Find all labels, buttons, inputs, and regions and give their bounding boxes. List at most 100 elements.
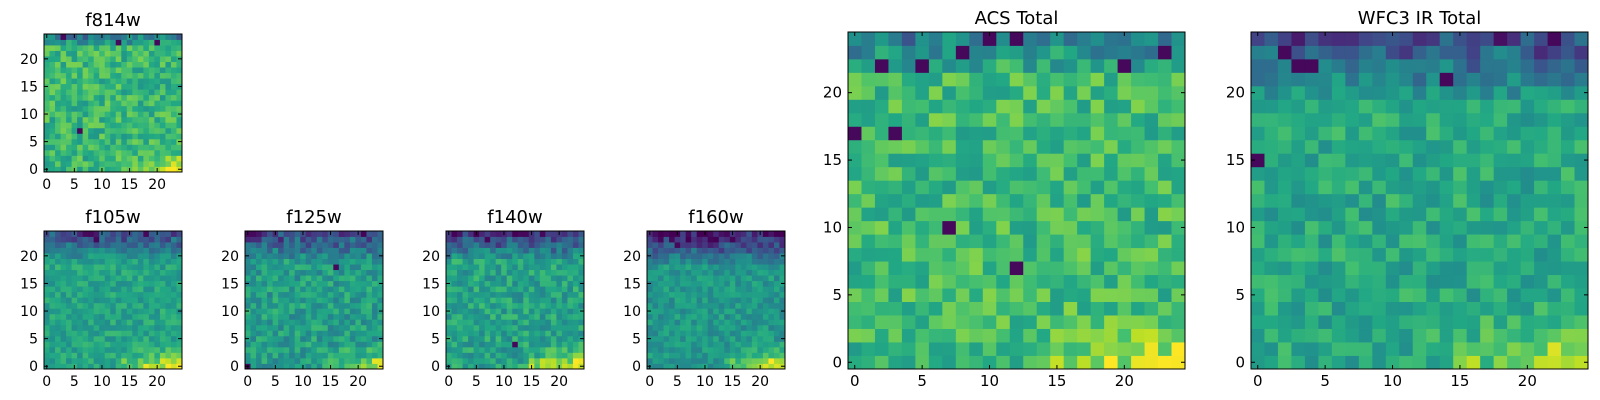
heatmap-cell [165,94,172,101]
heatmap-cell [652,363,659,370]
heatmap-cell [663,264,670,271]
heatmap-cell [278,253,285,259]
heatmap-cell [534,280,541,287]
heatmap-cell [104,127,111,134]
heatmap-cell [44,352,50,359]
heatmap-cell [517,319,524,326]
heatmap-cell [71,291,78,298]
heatmap-cell [691,357,698,364]
heatmap-cell [99,89,106,96]
heatmap-cell [110,138,117,145]
heatmap-cell [539,308,546,315]
heatmap-cell [517,330,524,337]
heatmap-cell [82,330,89,337]
heatmap-cell [305,324,312,331]
heatmap-cell [1426,207,1441,222]
heatmap-cell [250,313,257,320]
heatmap-cell [44,341,50,348]
heatmap-cell [550,313,557,320]
heatmap-cell [1574,99,1589,114]
heatmap-cell [446,264,452,271]
heatmap-cell [1036,126,1051,141]
heatmap-cell [495,302,502,309]
heatmap-cell [567,335,574,342]
heatmap-cell [316,242,323,248]
heatmap-cell [915,274,930,289]
heatmap-cell [1036,328,1051,343]
heatmap-cell [942,193,957,208]
heatmap-cell [55,357,61,364]
heatmap-cell [110,166,117,173]
heatmap-cell [115,308,122,315]
heatmap-cell [1439,72,1454,87]
heatmap-cell [371,253,378,259]
heatmap-cell [874,315,889,329]
heatmap-cell [1264,180,1279,195]
heatmap-cell [652,308,659,315]
heatmap-cell [88,335,95,342]
heatmap-cell [132,149,139,156]
heatmap-cell [567,280,574,287]
x-tick-label: 10 [93,374,111,390]
heatmap-cell [256,275,262,282]
heatmap-cell [1158,112,1172,127]
heatmap-cell [261,247,268,254]
heatmap-cell [1412,193,1427,208]
heatmap-cell [115,258,122,265]
heatmap-cell [1534,99,1548,114]
heatmap-cell [311,302,318,309]
heatmap-cell [1090,288,1105,302]
heatmap-cell [148,280,155,287]
heatmap-cell [652,242,659,248]
heatmap-cell [267,269,273,276]
heatmap-cell [1023,99,1038,114]
heatmap-cell [1439,261,1454,276]
heatmap-cell [691,341,698,348]
heatmap-cell [955,247,970,262]
heatmap-cell [154,94,161,101]
heatmap-cell [49,275,56,282]
heatmap-cell [126,346,133,353]
heatmap-cell [305,352,312,359]
heatmap-cell [71,280,78,287]
heatmap-cell [165,34,172,40]
heatmap-cell [1385,139,1400,154]
heatmap-cell [154,39,161,46]
heatmap-cell [261,280,268,287]
heatmap-cell [294,258,301,265]
heatmap-cell [88,319,95,326]
heatmap-cell [848,342,862,356]
heatmap-cell [327,275,334,282]
heatmap-cell [534,308,541,315]
heatmap-cell [44,89,50,96]
f814w-axes-frame [43,33,183,173]
heatmap-cell [955,274,970,289]
heatmap-cell [333,313,340,320]
heatmap-cell [88,346,95,353]
heatmap-cell [1117,166,1132,181]
heatmap-cell [658,324,664,331]
heatmap-cell [110,346,117,353]
heatmap-cell [457,357,463,364]
heatmap-cell [154,330,161,337]
heatmap-cell [66,258,72,265]
heatmap-cell [561,341,568,348]
heatmap-cell [1426,112,1441,127]
heatmap-cell [1534,180,1548,195]
heatmap-cell [888,85,903,100]
heatmap-cell [517,313,524,320]
heatmap-cell [66,105,72,112]
heatmap-cell [874,153,889,168]
heatmap-cell [740,302,747,309]
heatmap-cell [327,341,334,348]
heatmap-cell [88,89,95,96]
heatmap-cell [132,160,139,167]
heatmap-cell [1331,180,1346,195]
heatmap-cell [1399,315,1414,329]
heatmap-cell [1439,193,1454,208]
heatmap-cell [289,264,296,271]
heatmap-cell [1251,342,1265,356]
heatmap-cell [154,133,161,140]
heatmap-cell [294,346,301,353]
heatmap-cell [66,83,72,90]
